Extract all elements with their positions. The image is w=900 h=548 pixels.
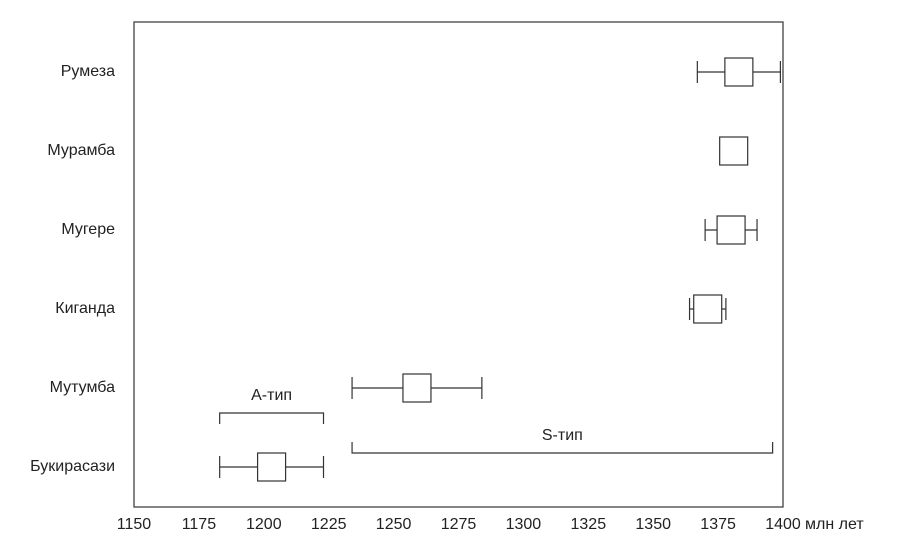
x-tick-label: 1150 — [117, 516, 152, 533]
x-tick-label: 1200 — [246, 516, 282, 533]
bracket — [219, 412, 325, 424]
box — [402, 373, 432, 403]
y-tick-label: Румеза — [61, 63, 115, 80]
x-tick-label: 1275 — [441, 516, 477, 533]
plot-frame — [133, 21, 784, 508]
y-tick-label: Мутумба — [50, 379, 115, 396]
y-tick-label: Киганда — [55, 300, 115, 317]
x-tick-label: 1375 — [700, 516, 736, 533]
box — [256, 452, 287, 482]
x-tick-label: 1400 — [765, 516, 801, 533]
x-tick-label: 1350 — [635, 516, 671, 533]
x-tick-label: 1225 — [311, 516, 347, 533]
box — [693, 294, 723, 324]
y-tick-label: Мугере — [61, 221, 115, 238]
x-tick-label: 1300 — [506, 516, 542, 533]
y-tick-label: Мурамба — [47, 142, 115, 159]
x-tick-label: 1250 — [376, 516, 412, 533]
bracket — [351, 442, 774, 454]
annotation: S-тип — [542, 427, 583, 444]
x-axis-label: млн лет — [805, 516, 864, 533]
box — [719, 136, 749, 166]
annotation: А-тип — [251, 387, 292, 404]
y-tick-label: Букирасази — [30, 458, 115, 475]
box — [716, 215, 746, 245]
box — [724, 57, 754, 87]
x-tick-label: 1175 — [182, 516, 217, 533]
x-tick-label: 1325 — [571, 516, 607, 533]
